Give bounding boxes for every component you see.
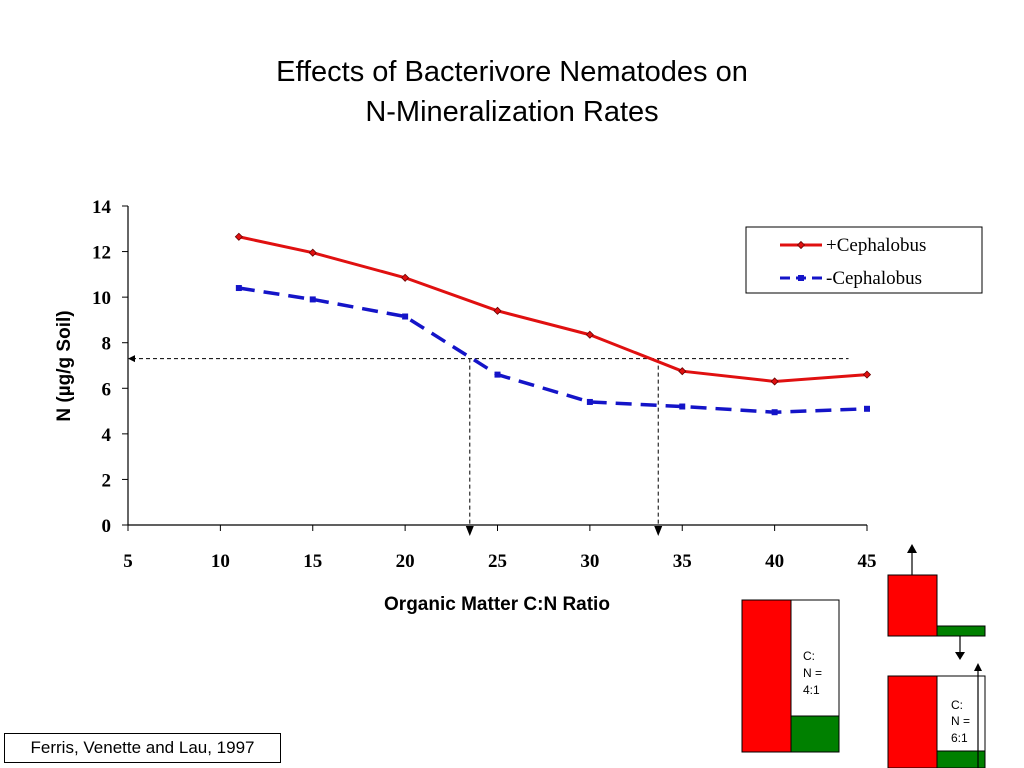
chart-title-line-1: Effects of Bacterivore Nematodes on <box>276 56 748 88</box>
legend-marker <box>798 275 804 281</box>
citation: Ferris, Venette and Lau, 1997 <box>4 733 281 763</box>
box2-label-line-3: 6:1 <box>951 731 968 745</box>
series-line-plus-cephalobus <box>238 235 868 383</box>
data-point <box>864 405 870 412</box>
x-tick-label: 45 <box>858 551 877 572</box>
data-point <box>494 371 501 378</box>
x-tick-label: 5 <box>123 551 133 572</box>
cn-ratio-diagram: C: N = 4:1 C: N = 6:1 <box>741 544 986 768</box>
y-tick-label: 2 <box>102 470 112 491</box>
data-point <box>493 306 502 315</box>
x-tick-label: 40 <box>765 551 784 572</box>
data-point <box>234 232 243 241</box>
x-axis-title: Organic Matter C:N Ratio <box>384 594 610 615</box>
data-point <box>585 330 594 339</box>
box2-green-block <box>936 750 986 768</box>
x-tick-label: 20 <box>396 551 415 572</box>
box2-label-line-1: C: <box>951 698 963 712</box>
data-point <box>401 273 410 282</box>
legend-marker <box>796 240 806 250</box>
y-tick-label: 12 <box>92 243 111 264</box>
box2-label-line-2: N = <box>951 714 970 728</box>
data-point <box>678 367 687 376</box>
data-point <box>402 313 409 320</box>
y-tick-label: 10 <box>92 288 111 309</box>
reference-lines <box>128 355 849 536</box>
box1-green-block <box>790 715 840 753</box>
data-point <box>862 370 872 379</box>
legend-label: -Cephalobus <box>826 268 922 289</box>
axes: 0 2 4 6 8 10 12 14 5 10 15 20 25 30 35 40 45 <box>92 197 877 572</box>
reference-down-arrow-icon <box>465 526 474 536</box>
y-tick-label: 14 <box>92 197 112 218</box>
x-tick-label: 10 <box>211 551 230 572</box>
y-tick-label: 0 <box>102 516 112 537</box>
box3-red-block <box>887 574 938 637</box>
data-point <box>309 296 316 303</box>
legend-label: +Cephalobus <box>826 235 926 256</box>
legend-box <box>745 226 983 294</box>
box1-label-line-1: C: <box>803 649 815 663</box>
y-tick-label: 8 <box>102 334 112 355</box>
y-axis-title: N (µg/g Soil) <box>54 310 75 421</box>
reference-left-arrow-icon <box>128 355 135 363</box>
data-point <box>235 285 242 292</box>
legend: +Cephalobus -Cephalobus <box>745 226 983 294</box>
x-tick-label: 15 <box>303 551 322 572</box>
box3-green-block <box>936 625 986 637</box>
data-point <box>771 409 778 416</box>
y-tick-label: 6 <box>102 379 112 400</box>
series-line-minus-cephalobus <box>238 286 868 414</box>
chart-title: Effects of Bacterivore Nematodes on N-Mi… <box>0 52 1024 132</box>
box1-label-line-3: 4:1 <box>803 683 820 697</box>
down-arrow-icon <box>955 652 965 660</box>
chart-title-line-2: N-Mineralization Rates <box>365 96 659 128</box>
box1-label-line-2: N = <box>803 666 822 680</box>
data-point <box>679 403 686 410</box>
side-arrow-icon <box>974 663 982 671</box>
box2-red-block <box>887 675 938 768</box>
series-layer <box>234 232 872 416</box>
reference-down-arrow-icon <box>654 526 663 536</box>
data-point <box>586 398 593 405</box>
data-point <box>770 377 779 386</box>
x-tick-label: 30 <box>580 551 599 572</box>
box1-red-block <box>741 599 792 753</box>
y-tick-label: 4 <box>102 425 112 446</box>
data-point <box>308 248 317 257</box>
up-arrow-icon <box>907 544 917 553</box>
x-tick-label: 25 <box>488 551 507 572</box>
x-tick-label: 35 <box>673 551 692 572</box>
